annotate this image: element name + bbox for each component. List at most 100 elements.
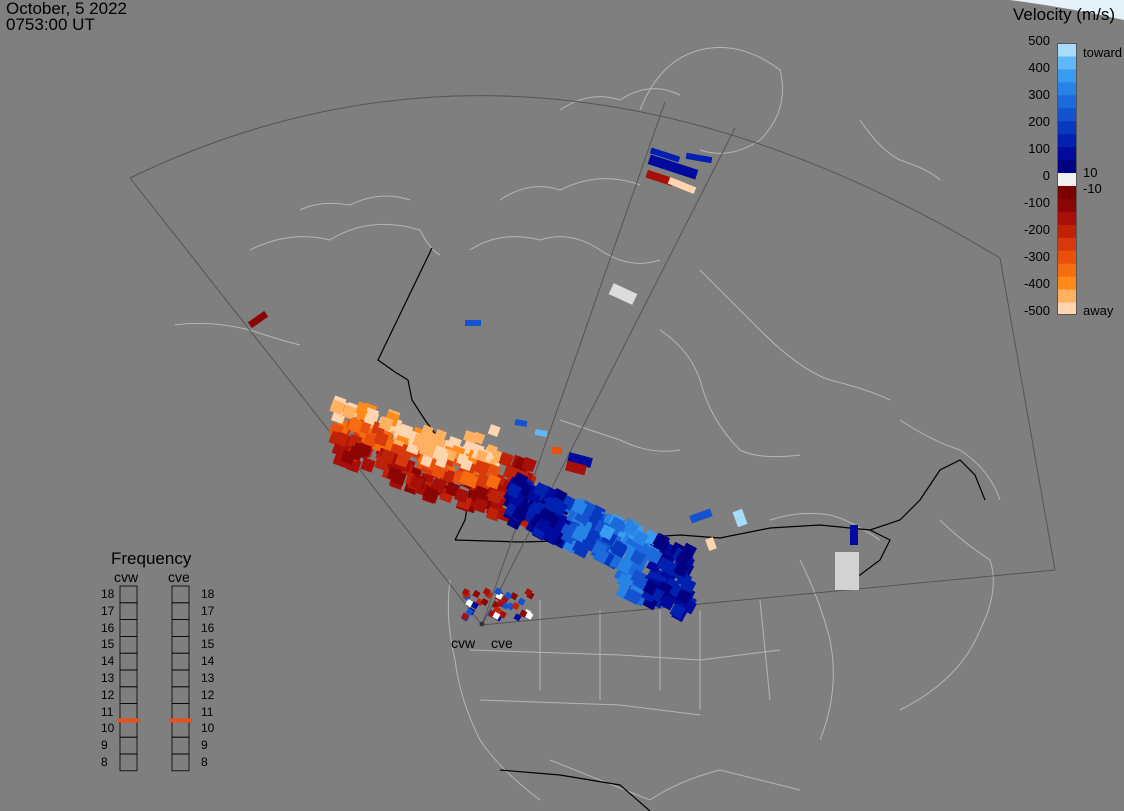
- velocity-cell: [552, 447, 562, 454]
- velocity-cell: [492, 611, 501, 620]
- velocity-cell: [599, 524, 616, 541]
- velocity-cell: [419, 429, 433, 443]
- velocity-cell: [460, 458, 473, 472]
- velocity-cell: [487, 424, 501, 437]
- velocity-cell: [649, 147, 681, 163]
- velocity-cell: [544, 525, 562, 543]
- colorbar-inner-label-pos: 10: [1083, 165, 1098, 180]
- colorbar-swatch: [1057, 159, 1077, 174]
- velocity-cell: [689, 508, 713, 524]
- frequency-label: 14: [201, 654, 215, 669]
- velocity-cell: [444, 448, 458, 462]
- frequency-marker-cvw: [117, 718, 140, 723]
- colorbar-tick-label: -400: [1023, 276, 1050, 291]
- frequency-label: 14: [101, 654, 115, 669]
- velocity-cell: [567, 452, 593, 468]
- frequency-panel-title: Frequency: [111, 549, 192, 568]
- globe-edge-area: [1010, 0, 1124, 20]
- velocity-cell: [480, 597, 489, 607]
- colorbar-swatch: [1057, 107, 1077, 122]
- frequency-label: 18: [101, 587, 115, 601]
- colorbar-swatch: [1057, 55, 1077, 70]
- velocity-colorbar: [1057, 43, 1077, 315]
- velocity-cell: [465, 320, 481, 326]
- velocity-cell: [514, 419, 528, 427]
- velocity-cell: [360, 457, 376, 473]
- radar-site-label-cvw: cvw: [451, 635, 476, 651]
- velocity-cell: [475, 449, 489, 463]
- velocity-cell: [647, 154, 699, 180]
- frequency-label: 8: [201, 755, 208, 769]
- velocity-cell: [641, 579, 659, 596]
- colorbar-swatch: [1057, 263, 1077, 277]
- velocity-cell: [610, 539, 627, 557]
- velocity-cell: [498, 451, 514, 468]
- velocity-cell: [705, 536, 717, 552]
- velocity-cell: [472, 497, 489, 514]
- velocity-cell: [509, 592, 519, 601]
- velocity-cell: [675, 588, 692, 606]
- frequency-label: 11: [101, 704, 114, 719]
- colorbar-swatch: [1057, 68, 1077, 83]
- frequency-label: 15: [101, 637, 115, 652]
- velocity-cell: [534, 429, 548, 437]
- colorbar-tick-label: 500: [1028, 33, 1050, 48]
- velocity-cell: [511, 471, 529, 489]
- velocity-cell: [626, 588, 643, 606]
- colorbar-swatch: [1057, 224, 1077, 238]
- velocity-cell: [511, 505, 528, 522]
- velocity-cell: [459, 470, 475, 486]
- velocity-cell: [473, 459, 489, 475]
- frequency-label: 9: [201, 738, 208, 753]
- velocity-cell: [505, 482, 523, 499]
- colorbar-tick-label: -500: [1023, 303, 1050, 318]
- velocity-cell: [485, 474, 501, 490]
- frequency-label: 12: [201, 687, 215, 702]
- velocity-cell: [656, 556, 674, 573]
- velocity-cell: [333, 431, 350, 447]
- velocity-cell: [524, 588, 533, 597]
- velocity-cell: [504, 591, 513, 600]
- time-label: 0753:00 UT: [6, 15, 95, 34]
- velocity-cell: [632, 530, 649, 547]
- velocity-cell: [667, 177, 697, 194]
- velocity-cell: [460, 612, 470, 621]
- colorbar-swatch: [1057, 133, 1077, 148]
- colorbar-swatch: [1057, 211, 1077, 225]
- velocity-cell: [329, 399, 345, 415]
- colorbar-swatch: [1057, 172, 1077, 186]
- velocity-cell: [340, 449, 356, 466]
- velocity-cell: [608, 283, 638, 305]
- colorbar-swatch: [1057, 94, 1077, 109]
- colorbar-tick-label: -200: [1023, 222, 1050, 237]
- velocity-cell: [571, 526, 588, 543]
- velocity-cell: [470, 601, 479, 610]
- fov-outlines: [129, 95, 1056, 626]
- colorbar-swatch: [1057, 237, 1077, 251]
- velocity-cell: [533, 481, 550, 499]
- velocity-cell: [351, 442, 368, 458]
- velocity-data-cells: [247, 147, 859, 623]
- velocity-cell: [571, 498, 588, 516]
- velocity-cell: [454, 487, 470, 504]
- freq-radar-label-cvw: cvw: [114, 569, 139, 585]
- velocity-cell: [732, 508, 748, 528]
- velocity-cell: [347, 417, 363, 434]
- velocity-cell: [616, 558, 633, 575]
- velocity-cell: [498, 610, 507, 619]
- velocity-cell: [461, 588, 470, 597]
- frequency-label: 10: [201, 721, 215, 736]
- colorbar-tick-label: 300: [1028, 87, 1050, 102]
- colorbar-swatch: [1057, 276, 1077, 290]
- frequency-label: 11: [201, 704, 214, 719]
- colorbar-tick-label: -100: [1023, 195, 1050, 210]
- velocity-cell: [492, 605, 501, 615]
- frequency-box: [119, 753, 138, 772]
- velocity-cell: [435, 450, 449, 463]
- frequency-boxes: [117, 585, 192, 772]
- colorbar-tick-label: 200: [1028, 114, 1050, 129]
- velocity-cell: [386, 466, 403, 482]
- colorbar-swatch: [1057, 289, 1077, 303]
